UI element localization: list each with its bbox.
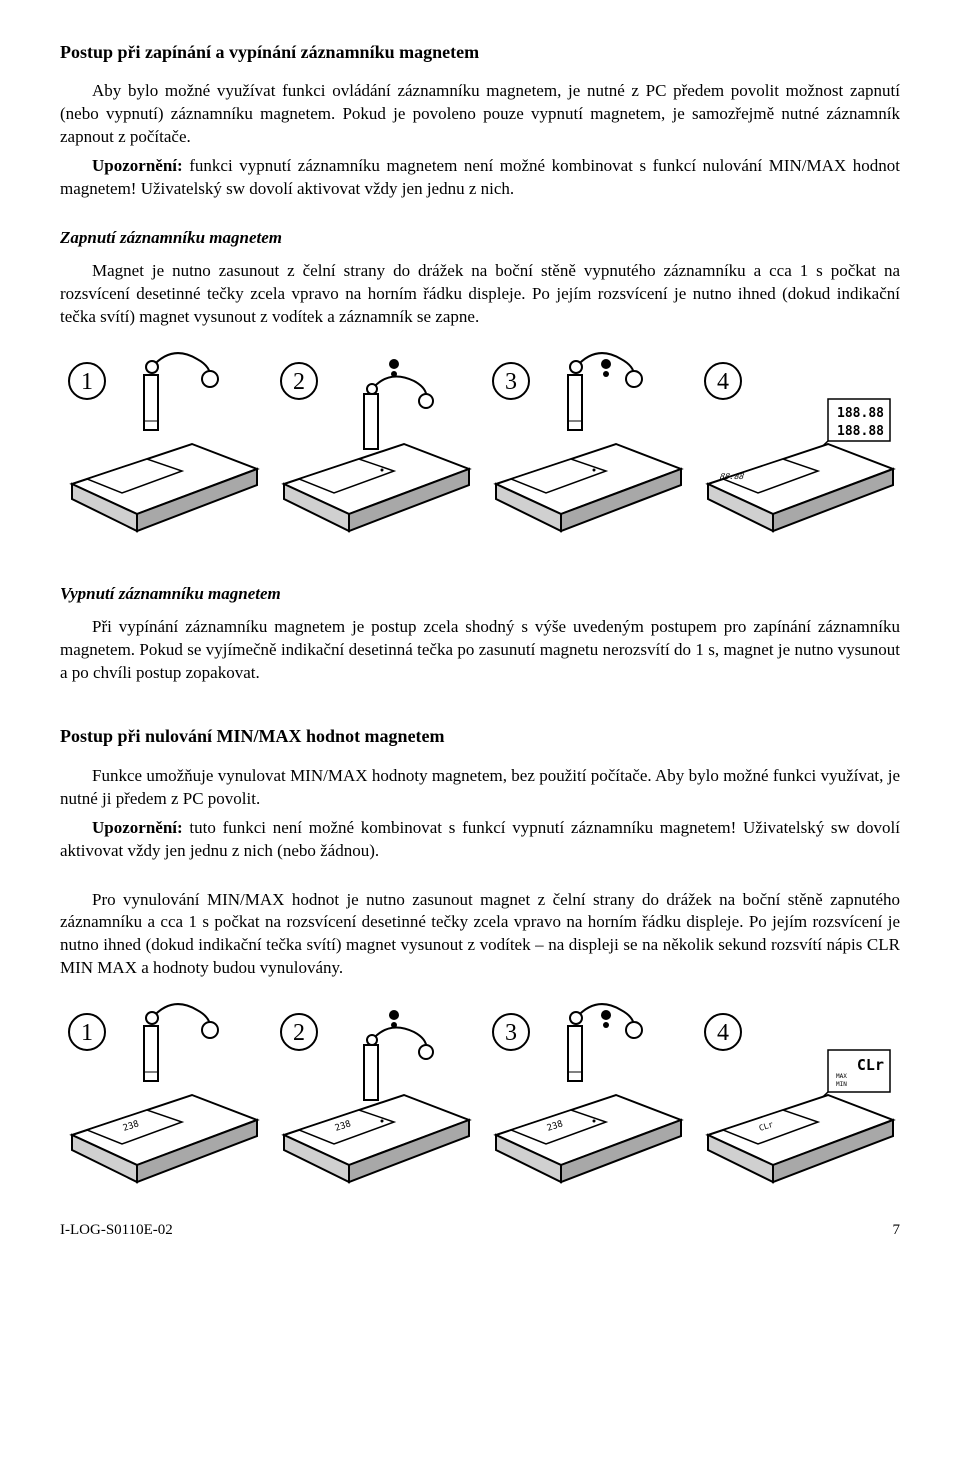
heading-minmax: Postup při nulování MIN/MAX hodnot magne… — [60, 724, 900, 748]
page-number: 7 — [893, 1220, 901, 1240]
diagram-step-2: 2 — [272, 339, 476, 539]
warning-text-1: funkci vypnutí záznamníku magnetem není … — [60, 156, 900, 198]
svg-text:3: 3 — [505, 1020, 517, 1046]
para-warning-2: Upozornění: tuto funkci není možné kombi… — [60, 817, 900, 863]
para-warning-1: Upozornění: funkci vypnutí záznamníku ma… — [60, 155, 900, 201]
device-icon — [72, 444, 257, 531]
diagram2-step-2: 2 238 — [272, 990, 476, 1190]
para-intro-1: Aby bylo možné využívat funkci ovládání … — [60, 80, 900, 149]
svg-text:MIN: MIN — [836, 1081, 847, 1088]
warning-text-2: tuto funkci není možné kombinovat s funk… — [60, 818, 900, 860]
step-number-3: 3 — [505, 369, 517, 395]
diagram-step-4: 4 188.88 188.88 88.88 — [696, 339, 900, 539]
svg-text:188.88: 188.88 — [837, 424, 884, 439]
step-number-1: 1 — [81, 369, 93, 395]
diagram-row-1: 1 2 — [60, 339, 900, 539]
para-minmax-1: Funkce umožňuje vynulovat MIN/MAX hodnot… — [60, 765, 900, 811]
doc-id: I-LOG-S0110E-02 — [60, 1220, 173, 1240]
diagram-row-2: 1 238 2 — [60, 990, 900, 1190]
subhead-turn-on: Zapnutí záznamníku magnetem — [60, 227, 900, 250]
para-minmax-2: Pro vynulování MIN/MAX hodnot je nutno z… — [60, 889, 900, 981]
svg-text:MAX: MAX — [836, 1073, 847, 1080]
diagram-step-3: 3 — [484, 339, 688, 539]
step-number-2: 2 — [293, 369, 305, 395]
para-turn-off: Při vypínání záznamníku magnetem je post… — [60, 616, 900, 685]
svg-text:4: 4 — [717, 1020, 729, 1046]
svg-text:188.88: 188.88 — [837, 406, 884, 421]
para-turn-on: Magnet je nutno zasunout z čelní strany … — [60, 260, 900, 329]
subhead-turn-off: Vypnutí záznamníku magnetem — [60, 583, 900, 606]
svg-text:2: 2 — [293, 1020, 305, 1046]
diagram2-step-1: 1 238 — [60, 990, 264, 1190]
svg-text:1: 1 — [81, 1020, 93, 1046]
diagram2-step-4: 4 CLr MIN MAX CLr — [696, 990, 900, 1190]
diagram2-step-3: 3 238 — [484, 990, 688, 1190]
heading-magnet-onoff: Postup při zapínání a vypínání záznamník… — [60, 40, 900, 64]
svg-text:CLr: CLr — [857, 1056, 884, 1074]
page-footer: I-LOG-S0110E-02 7 — [60, 1220, 900, 1240]
svg-text:88.88: 88.88 — [718, 471, 746, 481]
step-number-4: 4 — [717, 369, 729, 395]
warning-label-2: Upozornění: — [92, 818, 183, 837]
warning-label-1: Upozornění: — [92, 156, 183, 175]
diagram-step-1: 1 — [60, 339, 264, 539]
